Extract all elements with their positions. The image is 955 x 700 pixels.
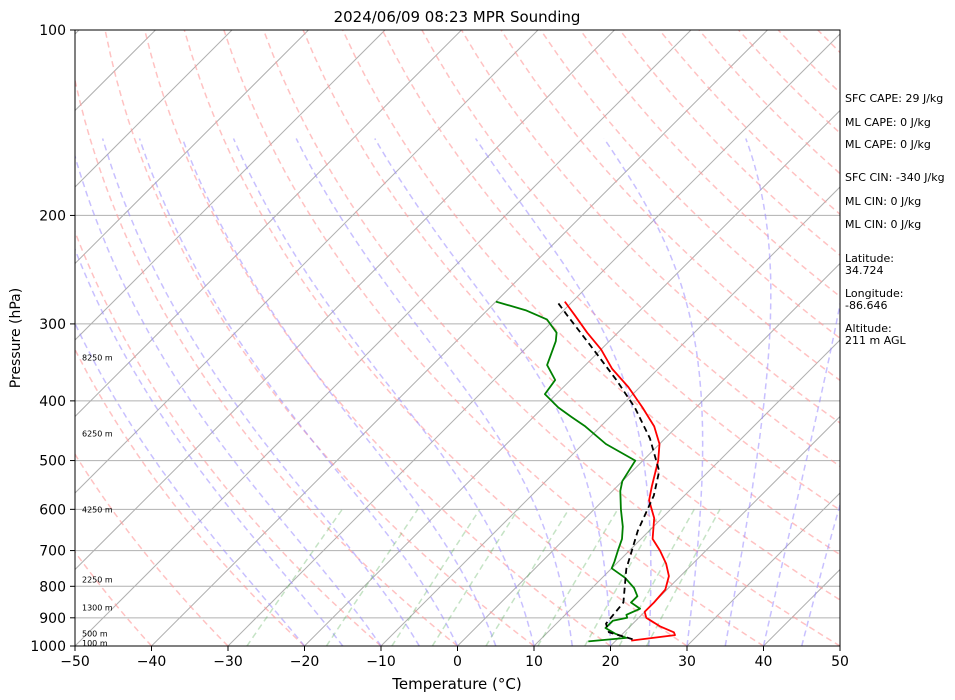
parcel-profile-line (556, 301, 661, 641)
moist-adiabat-line (181, 138, 497, 646)
plot-area (75, 30, 840, 646)
info-panel: SFC CAPE: 29 J/kg ML CAPE: 0 J/kg ML CAP… (845, 0, 955, 700)
isotherm-line (75, 30, 233, 188)
altitude-label: Altitude: (845, 322, 892, 335)
y-tick-label: 200 (39, 208, 66, 224)
mixing-ratio-line (537, 508, 619, 646)
isotherm-line (75, 30, 692, 646)
mixing-ratio-line (246, 508, 343, 646)
x-tick-label: 10 (525, 654, 543, 670)
x-tick-label: 30 (678, 654, 696, 670)
isotherm-line (533, 339, 840, 646)
y-tick-label: 300 (39, 317, 66, 333)
x-tick-label: 0 (453, 654, 462, 670)
longitude-label: Longitude: (845, 287, 904, 300)
x-tick-label: 50 (831, 654, 849, 670)
y-axis-title: Pressure (hPa) (8, 288, 24, 388)
dry-adiabat-line (183, 30, 688, 646)
axis-ticks: −50 −40 −30 −20 −10 0 10 20 30 40 50 1000 900 800 700 6… (30, 23, 849, 670)
dry-adiabat-line (579, 30, 840, 298)
x-axis-title: Temperature (°C) (391, 675, 521, 693)
isotherm-line (75, 30, 386, 341)
y-tick-label: 800 (39, 579, 66, 595)
x-tick-label: −10 (366, 654, 396, 670)
sfc-cin-text: SFC CIN: -340 J/kg (845, 171, 945, 184)
mixing-ratio-line (485, 508, 570, 646)
latitude-value: 34.724 (845, 264, 884, 277)
altitude-value: 211 m AGL (845, 334, 906, 347)
isotherm-line (610, 415, 840, 646)
dry-adiabat-line (75, 76, 458, 646)
mixing-ratio-line (431, 508, 519, 646)
dry-adiabat-line (262, 30, 840, 646)
moist-adiabat-line (295, 138, 574, 646)
altitude-label: 6250 m (82, 430, 113, 439)
isotherm-line (151, 30, 768, 646)
ml-cape-text: ML CAPE: 0 J/kg (845, 116, 931, 129)
x-tick-label: −30 (213, 654, 243, 670)
y-tick-label: 600 (39, 502, 66, 518)
x-tick-label: 40 (755, 654, 773, 670)
dry-adiabat-line (104, 30, 535, 646)
altitude-label: 100 m (82, 639, 108, 648)
temperature-profile-line (564, 301, 676, 642)
mixing-ratio-line (618, 508, 695, 646)
moist-adiabat-line (374, 138, 612, 646)
isotherm-line (686, 492, 840, 646)
mixing-ratio-line (645, 508, 721, 646)
x-tick-label: −50 (60, 654, 90, 670)
latitude-label: Latitude: (845, 252, 894, 265)
y-tick-label: 100 (39, 23, 66, 39)
isotherm-line (75, 30, 615, 571)
ml-cin-text-2: ML CIN: 0 J/kg (845, 218, 922, 231)
moist-adiabat-line (801, 502, 840, 646)
moist-adiabat-line (232, 138, 535, 646)
dewpoint-profile-line (495, 300, 641, 643)
y-tick-label: 500 (39, 454, 66, 470)
isotherm-line (457, 262, 840, 646)
isotherm-line (227, 33, 840, 646)
x-tick-label: −40 (137, 654, 167, 670)
moist-adiabat-line (75, 153, 382, 646)
x-tick-label: 20 (602, 654, 620, 670)
altitude-label: 2250 m (82, 576, 113, 585)
x-tick-label: −20 (290, 654, 320, 670)
altitude-label: 4250 m (82, 505, 113, 514)
altitude-label: 8250 m (82, 353, 113, 362)
isotherm-line (75, 30, 462, 418)
moist-adiabat-line (75, 247, 344, 646)
isotherm-line (380, 186, 840, 646)
isotherm-line (75, 30, 309, 265)
altitude-label: 500 m (82, 630, 108, 639)
y-tick-label: 1000 (30, 639, 66, 655)
isotherm-line (0, 30, 3, 646)
mixing-ratio-line (584, 508, 663, 646)
moist-adiabat-line (101, 138, 420, 646)
mixing-ratio-line (391, 508, 481, 646)
ml-cape-text-2: ML CAPE: 0 J/kg (845, 138, 931, 151)
y-tick-label: 400 (39, 394, 66, 410)
profile-lines (495, 300, 676, 643)
longitude-value: -86.646 (845, 299, 888, 312)
moist-adiabat-line (724, 138, 772, 646)
dry-adiabat-line (75, 229, 382, 646)
moist-adiabat-line (762, 300, 840, 646)
chart-title: 2024/06/09 08:23 MPR Sounding (334, 8, 581, 26)
y-tick-label: 900 (39, 611, 66, 627)
isotherm-line (75, 30, 539, 494)
ml-cin-text: ML CIN: 0 J/kg (845, 195, 922, 208)
dry-adiabat-line (143, 30, 611, 646)
sfc-cape-text: SFC CAPE: 29 J/kg (845, 92, 944, 105)
moist-adiabat-line (603, 138, 704, 646)
moist-adiabat-line (138, 138, 459, 646)
isotherm-line (304, 109, 840, 646)
moist-adiabat-line (75, 321, 306, 646)
mixing-ratio-line (325, 508, 419, 646)
dry-adiabat-line (75, 347, 306, 646)
y-tick-label: 700 (39, 544, 66, 560)
altitude-label: 1300 m (82, 604, 113, 613)
